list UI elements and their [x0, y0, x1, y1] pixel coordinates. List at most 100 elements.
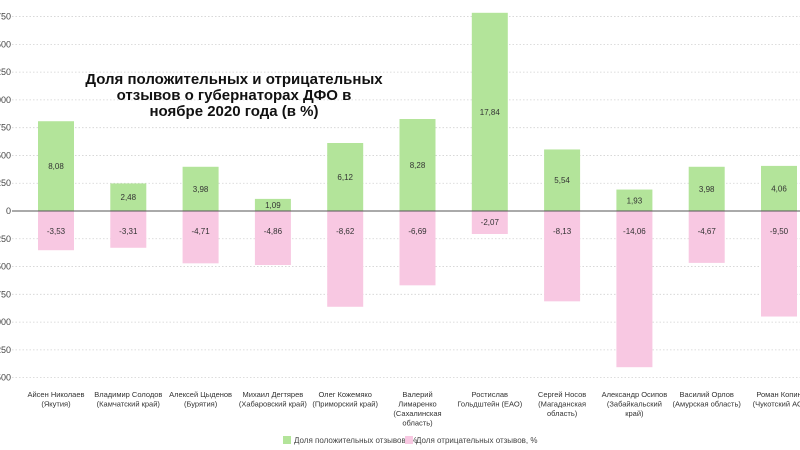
category-label-line: Ростислав [472, 390, 509, 399]
positive-value-label: 1,93 [627, 196, 643, 205]
negative-value-label: -8,62 [336, 227, 355, 236]
positive-value-label: 3,98 [699, 185, 715, 194]
category-label-line: Айсен Николаев [27, 390, 84, 399]
negative-value-label: -4,86 [264, 227, 283, 236]
negative-bar [471, 211, 508, 234]
category-label-line: (Сахалинская [393, 409, 441, 418]
y-tick-label: 0 [6, 206, 11, 216]
category-label-line: (Чукотский АО) [753, 400, 800, 409]
y-tick-label: 750 [0, 12, 11, 22]
positive-value-label: 6,12 [337, 173, 353, 182]
category-label-line: Олег Кожемяко [318, 390, 372, 399]
negative-value-label: -3,53 [47, 227, 66, 236]
legend: Доля положительных отзывов, %Доля отрица… [283, 436, 537, 445]
positive-bar [38, 121, 74, 211]
positive-value-label: 5,54 [554, 176, 570, 185]
legend-swatch [283, 436, 291, 444]
y-tick-label: 000 [0, 95, 11, 105]
category-label-line: Роман Копин [756, 390, 800, 399]
bars [38, 12, 797, 368]
y-tick-label: 250 [0, 178, 11, 188]
category-label-line: Михаил Дегтярев [243, 390, 304, 399]
category-label: Василий Орлов(Амурская область) [673, 390, 742, 409]
category-label-line: Гольдштейн (ЕАО) [457, 400, 522, 409]
legend-label: Доля положительных отзывов, % [294, 436, 417, 445]
negative-value-label: -4,67 [698, 227, 717, 236]
positive-bar [544, 149, 581, 211]
negative-value-label: -4,71 [191, 227, 210, 236]
data-labels: 8,08 -3,53 2,48 -3,31 3,98 -4,71 1,09 -4,86 6,12… [47, 108, 789, 236]
y-tick-label: 500 [0, 39, 11, 49]
category-label-line: (Забайкальский [607, 400, 662, 409]
negative-bar [110, 211, 147, 248]
negative-bar [254, 211, 291, 265]
negative-value-label: -6,69 [408, 227, 427, 236]
category-label-line: (Амурская область) [673, 400, 742, 409]
category-label-line: Лимаренко [398, 400, 436, 409]
y-tick-label: 500 [0, 262, 11, 272]
x-axis-categories: Айсен Николаев(Якутия) Владимир Солодов(К… [27, 390, 800, 428]
category-label: Алексей Цыденов(Бурятия) [169, 390, 232, 409]
category-label-line: (Якутия) [41, 400, 71, 409]
positive-bar [327, 143, 364, 211]
category-label: Михаил Дегтярев(Хабаровский край) [239, 390, 308, 409]
positive-value-label: 17,84 [480, 108, 501, 117]
positive-bar [254, 198, 291, 211]
category-label-line: Александр Осипов [602, 390, 668, 399]
category-label-line: (Приморский край) [312, 400, 378, 409]
negative-value-label: -2,07 [481, 218, 500, 227]
positive-bar [399, 119, 436, 211]
category-label-line: Василий Орлов [680, 390, 734, 399]
category-label: Олег Кожемяко(Приморский край) [312, 390, 378, 409]
category-label-line: Владимир Солодов [94, 390, 162, 399]
chart-title-line: Доля положительных и отрицательных [85, 71, 383, 88]
positive-value-label: 2,48 [121, 193, 137, 202]
negative-bar [38, 211, 74, 251]
category-label-line: (Хабаровский край) [239, 400, 308, 409]
legend-label: Доля отрицательных отзывов, % [416, 436, 537, 445]
negative-value-label: -3,31 [119, 227, 138, 236]
category-label: Роман Копин(Чукотский АО) [753, 390, 800, 409]
negative-bar [688, 211, 725, 263]
y-tick-label: 500 [0, 150, 11, 160]
negative-bar [182, 211, 219, 264]
negative-bar [327, 211, 364, 307]
negative-bar [399, 211, 436, 286]
positive-bar [616, 189, 653, 211]
positive-value-label: 8,08 [48, 162, 64, 171]
chart-title-line: отзывов о губернаторах ДФО в [117, 87, 352, 104]
category-label-line: (Бурятия) [184, 400, 218, 409]
negative-bar [544, 211, 581, 302]
category-label-line: край) [625, 409, 644, 418]
negative-value-label: -9,50 [770, 227, 789, 236]
negative-value-label: -14,06 [623, 227, 646, 236]
y-tick-label: 250 [0, 234, 11, 244]
category-label-line: Алексей Цыденов [169, 390, 232, 399]
positive-value-label: 4,06 [771, 184, 787, 193]
category-label-line: область) [402, 419, 433, 428]
y-tick-label: 500 [0, 373, 11, 383]
category-label-line: (Камчатский край) [97, 400, 161, 409]
positive-value-label: 8,28 [410, 161, 426, 170]
positive-value-label: 1,09 [265, 201, 281, 210]
y-tick-label: 750 [0, 289, 11, 299]
negative-bar [761, 211, 797, 317]
positive-bar [471, 12, 508, 211]
positive-bar [110, 183, 147, 211]
legend-swatch [405, 436, 413, 444]
y-tick-label: 250 [0, 67, 11, 77]
y-tick-label: 250 [0, 345, 11, 355]
category-label-line: Валерий [402, 390, 432, 399]
positive-value-label: 3,98 [193, 185, 209, 194]
positive-bar [182, 166, 219, 211]
negative-value-label: -8,13 [553, 227, 572, 236]
y-tick-label: 000 [0, 317, 11, 327]
chart-title: Доля положительных и отрицательныхотзыво… [85, 71, 383, 120]
y-tick-label: 750 [0, 123, 11, 133]
chart-title-line: ноябре 2020 года (в %) [149, 103, 318, 120]
